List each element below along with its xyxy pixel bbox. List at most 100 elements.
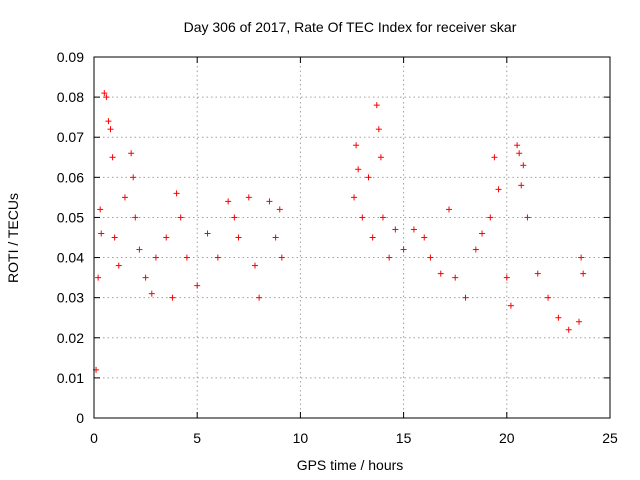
data-point (152, 254, 159, 261)
data-point (487, 214, 494, 221)
data-point (507, 302, 514, 309)
data-point (452, 274, 459, 281)
data-point (163, 234, 170, 241)
data-point (555, 314, 562, 321)
x-tick-labels: 0 5 10 15 20 25 (90, 430, 618, 446)
data-point (576, 318, 583, 325)
data-point (578, 254, 585, 261)
x-tick-label: 0 (90, 430, 98, 446)
chart-title: Day 306 of 2017, Rate Of TEC Index for r… (184, 19, 517, 35)
data-point (462, 294, 469, 301)
data-point (173, 190, 180, 197)
data-point (410, 226, 417, 233)
data-point (214, 254, 221, 261)
data-point (373, 102, 380, 109)
data-point (272, 234, 279, 241)
y-tick-label: 0.05 (57, 209, 84, 225)
data-point (524, 214, 531, 221)
data-point (400, 246, 407, 253)
y-tick-label: 0.07 (57, 129, 84, 145)
data-point (421, 234, 428, 241)
data-point (266, 198, 273, 205)
y-tick-label: 0.09 (57, 49, 84, 65)
data-point (516, 150, 523, 157)
data-point (245, 194, 252, 201)
y-tick-label: 0.06 (57, 169, 84, 185)
data-point (136, 246, 143, 253)
data-point (520, 162, 527, 169)
data-point (437, 270, 444, 277)
data-point (130, 174, 137, 181)
data-point (580, 270, 587, 277)
data-point (446, 206, 453, 213)
x-tick-label: 25 (602, 430, 618, 446)
data-point (235, 234, 242, 241)
y-tick-label: 0.01 (57, 370, 84, 386)
data-point (565, 326, 572, 333)
y-tick-label: 0.03 (57, 290, 84, 306)
y-axis-label: ROTI / TECUs (5, 193, 21, 283)
data-point (534, 270, 541, 277)
data-point (514, 142, 521, 149)
data-point (105, 118, 112, 125)
data-point (111, 234, 118, 241)
data-point (101, 90, 108, 97)
grid-lines (94, 57, 610, 418)
data-point (194, 282, 201, 289)
y-tick-label: 0.04 (57, 250, 84, 266)
data-point (107, 126, 114, 133)
data-point (98, 230, 105, 237)
data-point (503, 274, 510, 281)
data-point (518, 182, 525, 189)
x-tick-label: 20 (499, 430, 515, 446)
data-point (121, 194, 128, 201)
y-tick-label: 0 (76, 410, 84, 426)
data-point (365, 174, 372, 181)
data-point (472, 246, 479, 253)
data-point (251, 262, 258, 269)
y-tick-label: 0.08 (57, 89, 84, 105)
data-point (377, 154, 384, 161)
y-tick-label: 0.02 (57, 330, 84, 346)
plot-frame (93, 56, 611, 419)
data-point (491, 154, 498, 161)
data-point (392, 226, 399, 233)
data-point (379, 214, 386, 221)
data-point (132, 214, 139, 221)
data-point (183, 254, 190, 261)
data-point (495, 186, 502, 193)
data-points (93, 90, 587, 373)
data-point (375, 126, 382, 133)
data-point (479, 230, 486, 237)
data-point (353, 142, 360, 149)
data-point (256, 294, 263, 301)
x-tick-label: 10 (293, 430, 309, 446)
data-point (169, 294, 176, 301)
x-axis-label: GPS time / hours (297, 457, 404, 473)
data-point (115, 262, 122, 269)
data-point (386, 254, 393, 261)
data-point (142, 274, 149, 281)
data-point (278, 254, 285, 261)
data-point (276, 206, 283, 213)
y-tick-labels: 0 0.01 0.02 0.03 0.04 0.05 0.06 0.07 0.08 0.09 (57, 49, 84, 426)
data-point (109, 154, 116, 161)
data-point (231, 214, 238, 221)
x-tick-label: 15 (396, 430, 412, 446)
data-point (128, 150, 135, 157)
data-point (97, 206, 104, 213)
data-point (103, 94, 110, 101)
data-point (95, 274, 102, 281)
data-point (427, 254, 434, 261)
x-tick-label: 5 (193, 430, 201, 446)
data-point (148, 290, 155, 297)
data-point (204, 230, 211, 237)
data-point (359, 214, 366, 221)
data-point (177, 214, 184, 221)
data-point (351, 194, 358, 201)
data-point (545, 294, 552, 301)
data-point (369, 234, 376, 241)
data-point (355, 166, 362, 173)
data-point (225, 198, 232, 205)
